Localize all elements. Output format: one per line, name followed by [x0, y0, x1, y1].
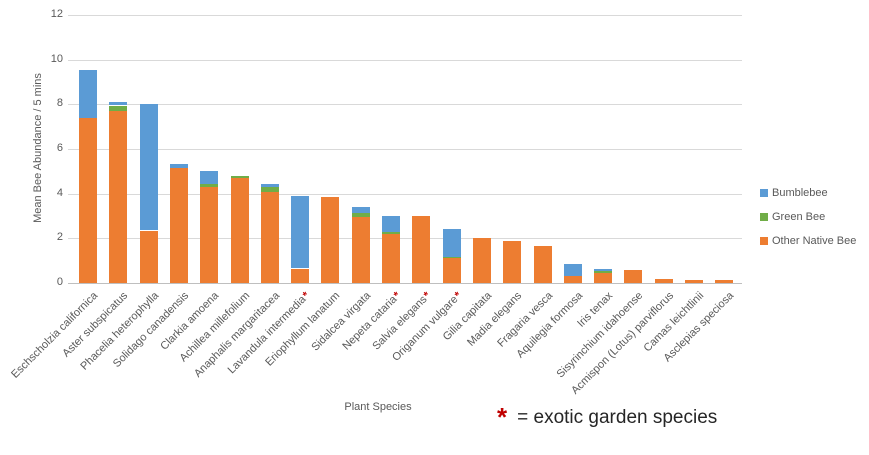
bar-segment-other-native-bee: [382, 233, 400, 283]
legend-label: Green Bee: [772, 211, 826, 223]
bar-segment-other-native-bee: [230, 178, 249, 283]
bar-segment-other-native-bee: [169, 168, 188, 283]
bar-segment-green-bee: [260, 187, 279, 192]
bar-segment-green-bee: [200, 183, 219, 187]
bar-segment-other-native-bee: [533, 246, 552, 283]
bar-segment-green-bee: [594, 270, 613, 273]
bar-segment-other-native-bee: [260, 191, 279, 283]
bar-segment-green-bee: [382, 231, 400, 234]
bar-segment-bumblebee: [139, 104, 158, 231]
bar-segment-other-native-bee: [472, 238, 491, 283]
y-tick-label: 12: [50, 8, 63, 20]
bar-segment-bumblebee: [351, 207, 370, 213]
bar-segment-other-native-bee: [442, 258, 461, 283]
bar-segment-other-native-bee: [594, 273, 613, 283]
bar-segment-other-native-bee: [563, 276, 582, 283]
gridline-y-4: [68, 193, 742, 195]
bar-segment-other-native-bee: [503, 240, 522, 283]
bar-segment-bumblebee: [260, 183, 279, 187]
bar-segment-bumblebee: [169, 163, 188, 168]
legend-label: Other Native Bee: [772, 235, 857, 247]
bar-segment-other-native-bee: [200, 187, 219, 283]
bar-segment-other-native-bee: [291, 268, 310, 283]
x-axis-title: Plant Species: [344, 401, 412, 413]
bar-segment-other-native-bee: [412, 216, 431, 283]
bar-segment-other-native-bee: [654, 278, 673, 283]
legend-item-green-bee: Green Bee: [760, 211, 856, 223]
bar-segment-other-native-bee: [685, 279, 703, 283]
legend-item-other-native-bee: Other Native Bee: [760, 235, 856, 247]
bar-segment-green-bee: [442, 257, 461, 259]
legend: Bumblebee Green Bee Other Native Bee: [760, 187, 856, 259]
bar-segment-bumblebee: [442, 229, 461, 258]
bar-segment-green-bee: [109, 105, 128, 112]
bar-segment-bumblebee: [291, 195, 310, 269]
bar-segment-other-native-bee: [715, 279, 734, 283]
y-tick-label: 4: [56, 186, 63, 199]
bar-segment-green-bee: [351, 212, 370, 218]
bar-segment-green-bee: [230, 175, 249, 178]
annotation-text: = exotic garden species: [517, 407, 718, 428]
gridline-y-10: [68, 59, 742, 61]
bar-segment-bumblebee: [79, 69, 97, 118]
bar-segment-bumblebee: [109, 102, 128, 106]
y-tick-label: 2: [56, 231, 63, 244]
bar-segment-bumblebee: [563, 264, 582, 277]
legend-item-bumblebee: Bumblebee: [760, 187, 856, 199]
asterisk-icon: *: [497, 402, 508, 432]
bar-segment-other-native-bee: [79, 117, 97, 283]
gridline-y-2: [68, 238, 742, 240]
gridline-y-0: [68, 283, 742, 284]
gridline-y-8: [68, 104, 742, 106]
y-axis-title: Mean Bee Abundance / 5 mins: [32, 73, 44, 223]
bar-segment-other-native-bee: [139, 230, 158, 283]
y-tick-label: 6: [56, 142, 63, 154]
bar-segment-bumblebee: [382, 216, 400, 232]
y-tick-label: 0: [56, 276, 63, 288]
exotic-species-annotation: * = exotic garden species: [497, 399, 718, 432]
gridline-y-12: [68, 15, 742, 16]
y-tick-label: 10: [50, 52, 63, 65]
bumblebee-swatch-icon: [760, 189, 768, 197]
bar-segment-other-native-bee: [109, 111, 128, 283]
bar-segment-bumblebee: [594, 268, 613, 271]
green-bee-swatch-icon: [760, 213, 768, 221]
bar-segment-other-native-bee: [624, 269, 643, 283]
gridline-y-6: [68, 149, 742, 150]
y-tick-label: 8: [56, 97, 63, 110]
bar-segment-bumblebee: [200, 171, 219, 184]
bar-segment-other-native-bee: [321, 197, 340, 283]
legend-label: Bumblebee: [772, 187, 828, 199]
bar-segment-other-native-bee: [351, 217, 370, 283]
other-native-bee-swatch-icon: [760, 237, 768, 245]
